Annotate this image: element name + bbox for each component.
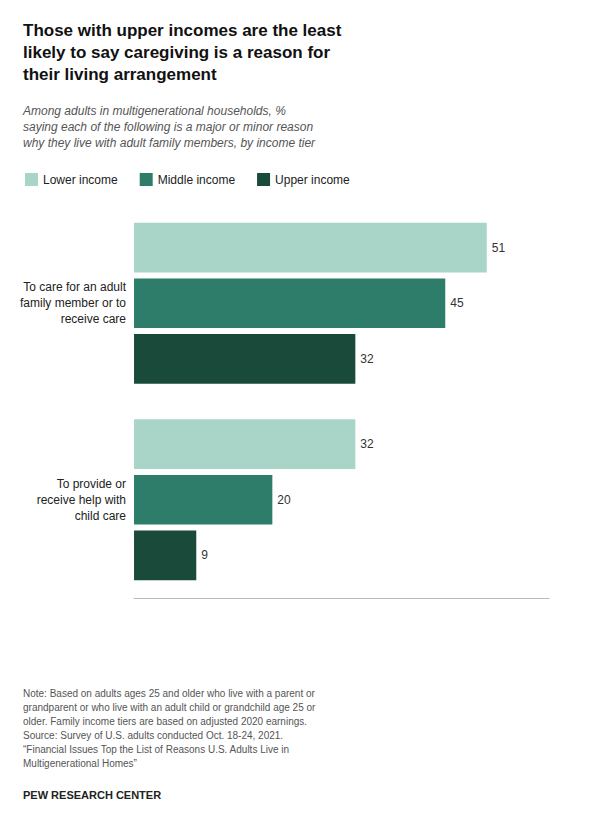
svg-text:9: 9	[201, 548, 208, 562]
svg-text:Lower income: Lower income	[43, 173, 118, 187]
svg-text:20: 20	[277, 493, 291, 507]
svg-text:why they live with adult famil: why they live with adult family members,…	[23, 136, 316, 150]
svg-text:older. Family income tiers are: older. Family income tiers are based on …	[23, 716, 307, 727]
svg-text:45: 45	[450, 296, 464, 310]
svg-text:32: 32	[360, 437, 374, 451]
svg-text:family member or to: family member or to	[20, 296, 126, 310]
svg-text:To care for an adult: To care for an adult	[23, 280, 126, 294]
svg-text:Among adults in multigeneratio: Among adults in multigenerational househ…	[22, 104, 286, 118]
svg-text:their living arrangement: their living arrangement	[23, 65, 217, 84]
svg-text:51: 51	[492, 241, 506, 255]
svg-text:child care: child care	[75, 509, 127, 523]
svg-text:32: 32	[360, 352, 374, 366]
svg-text:grandparent or who live with a: grandparent or who live with an adult ch…	[23, 702, 316, 713]
svg-text:Note: Based on adults ages 25: Note: Based on adults ages 25 and older …	[23, 688, 316, 699]
svg-text:“Financial Issues Top the List: “Financial Issues Top the List of Reason…	[23, 744, 289, 755]
svg-text:receive help with: receive help with	[37, 493, 126, 507]
svg-text:saying each of the following i: saying each of the following is a major …	[23, 120, 313, 134]
svg-text:receive care: receive care	[61, 312, 127, 326]
svg-text:PEW RESEARCH CENTER: PEW RESEARCH CENTER	[23, 789, 161, 801]
svg-text:Middle income: Middle income	[158, 173, 236, 187]
svg-text:Those with upper incomes are t: Those with upper incomes are the least	[23, 21, 342, 40]
svg-text:Upper income: Upper income	[275, 173, 350, 187]
svg-text:To provide or: To provide or	[57, 477, 126, 491]
svg-text:Multigenerational Homes”: Multigenerational Homes”	[23, 758, 137, 769]
svg-text:Source: Survey of U.S. adults: Source: Survey of U.S. adults conducted …	[23, 730, 283, 741]
svg-text:likely to say caregiving is a: likely to say caregiving is a reason for	[23, 43, 330, 62]
